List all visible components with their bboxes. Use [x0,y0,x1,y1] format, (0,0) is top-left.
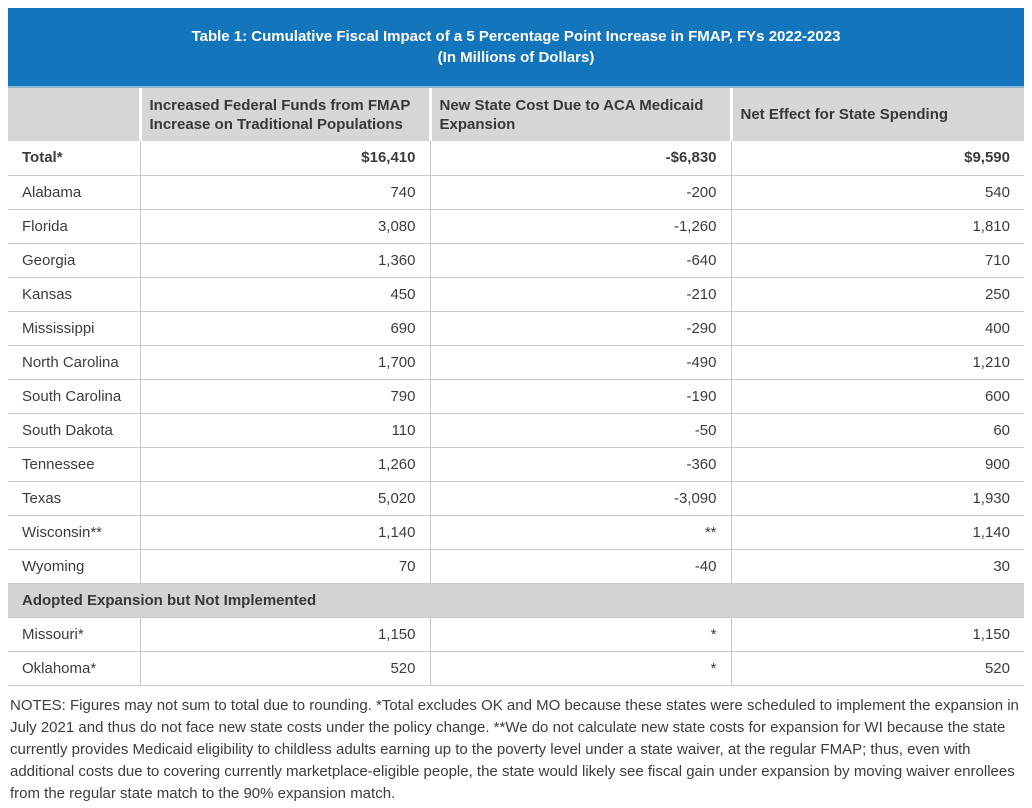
value-cell: -3,090 [429,481,731,516]
value-cell: 3,080 [139,209,430,244]
state-row: Mississippi 690 -290 400 [8,311,1024,346]
fiscal-impact-table: Increased Federal Funds from FMAP Increa… [8,88,1024,686]
section-header-row: Adopted Expansion but Not Implemented [8,583,1024,618]
value-cell: -40 [429,549,731,584]
value-cell: -290 [429,311,731,346]
table-title-line1: Table 1: Cumulative Fiscal Impact of a 5… [191,28,841,45]
value-cell: -490 [429,345,731,380]
section-header-label: Adopted Expansion but Not Implemented [8,583,1024,618]
value-cell: -640 [429,243,731,278]
state-name-cell: Texas [8,481,140,516]
state-row: Tennessee 1,260 -360 900 [8,447,1024,482]
state-row: South Carolina 790 -190 600 [8,379,1024,414]
state-name-cell: North Carolina [8,345,140,380]
state-name-cell: Total* [8,141,140,176]
state-row: Alabama 740 -200 540 [8,175,1024,210]
value-cell: -$6,830 [429,141,731,176]
value-cell: -200 [429,175,731,210]
value-cell: * [429,651,731,686]
value-cell: 540 [730,175,1024,210]
table-notes: NOTES: Figures may not sum to total due … [10,696,1019,802]
state-name-cell: Wyoming [8,549,140,584]
value-cell: 1,360 [139,243,430,278]
value-cell: -190 [429,379,731,414]
state-row: Georgia 1,360 -640 710 [8,243,1024,278]
value-cell: 30 [730,549,1024,584]
state-name-cell: Missouri* [8,617,140,652]
value-cell: 1,700 [139,345,430,380]
table-figure: Table 1: Cumulative Fiscal Impact of a 5… [8,8,1024,805]
value-cell: 790 [139,379,430,414]
value-cell: 710 [730,243,1024,278]
table-title-line2: (In Millions of Dollars) [437,49,595,66]
column-header-row: Increased Federal Funds from FMAP Increa… [8,88,1024,141]
value-cell: 690 [139,311,430,346]
state-row: Oklahoma* 520 * 520 [8,651,1024,686]
state-row: Wyoming 70 -40 30 [8,549,1024,584]
state-row: Kansas 450 -210 250 [8,277,1024,312]
value-cell: 520 [139,651,430,686]
value-cell: 1,260 [139,447,430,482]
value-cell: 400 [730,311,1024,346]
state-row: Wisconsin** 1,140 ** 1,140 [8,515,1024,550]
state-row: South Dakota 110 -50 60 [8,413,1024,448]
state-name-cell: South Dakota [8,413,140,448]
state-name-cell: Mississippi [8,311,140,346]
value-cell: -50 [429,413,731,448]
value-cell: 70 [139,549,430,584]
column-header-state-cost: New State Cost Due to ACA Medicaid Expan… [428,88,731,141]
value-cell: 740 [139,175,430,210]
value-cell: 60 [730,413,1024,448]
state-name-cell: Oklahoma* [8,651,140,686]
value-cell: $9,590 [730,141,1024,176]
table-header: Increased Federal Funds from FMAP Increa… [8,88,1024,141]
value-cell: 1,210 [730,345,1024,380]
value-cell: 600 [730,379,1024,414]
column-header-empty [8,88,140,141]
state-row: North Carolina 1,700 -490 1,210 [8,345,1024,380]
total-row: Total* $16,410 -$6,830 $9,590 [8,141,1024,176]
state-name-cell: Alabama [8,175,140,210]
column-header-net-effect: Net Effect for State Spending [729,88,1024,141]
state-name-cell: Georgia [8,243,140,278]
value-cell: 1,810 [730,209,1024,244]
state-name-cell: Florida [8,209,140,244]
value-cell: 5,020 [139,481,430,516]
value-cell: 1,150 [139,617,430,652]
state-row: Missouri* 1,150 * 1,150 [8,617,1024,652]
value-cell: -1,260 [429,209,731,244]
value-cell: 450 [139,277,430,312]
value-cell: ** [429,515,731,550]
value-cell: * [429,617,731,652]
table-body: Total* $16,410 -$6,830 $9,590 Alabama 740 -200… [8,141,1024,686]
value-cell: -210 [429,277,731,312]
value-cell: 1,150 [730,617,1024,652]
state-name-cell: Tennessee [8,447,140,482]
table-title-banner: Table 1: Cumulative Fiscal Impact of a 5… [8,8,1024,88]
column-header-federal-funds: Increased Federal Funds from FMAP Increa… [138,88,430,141]
value-cell: $16,410 [139,141,430,176]
value-cell: 520 [730,651,1024,686]
value-cell: 900 [730,447,1024,482]
value-cell: 250 [730,277,1024,312]
state-row: Florida 3,080 -1,260 1,810 [8,209,1024,244]
value-cell: -360 [429,447,731,482]
value-cell: 110 [139,413,430,448]
state-name-cell: South Carolina [8,379,140,414]
value-cell: 1,140 [730,515,1024,550]
state-name-cell: Kansas [8,277,140,312]
state-row: Texas 5,020 -3,090 1,930 [8,481,1024,516]
state-name-cell: Wisconsin** [8,515,140,550]
value-cell: 1,930 [730,481,1024,516]
value-cell: 1,140 [139,515,430,550]
